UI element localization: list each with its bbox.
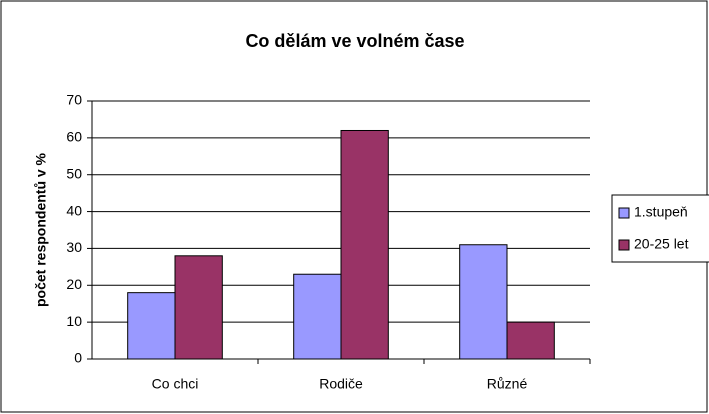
y-tick-label: 10 (66, 313, 82, 329)
x-tick-label: Různé (487, 376, 528, 392)
bar (127, 292, 176, 360)
y-tick-label: 40 (66, 202, 82, 218)
y-axis-label: počet respondentů v % (33, 152, 49, 307)
chart-title: Co dělám ve volném čase (245, 31, 464, 51)
bar (506, 321, 555, 360)
legend-label: 1.stupeň (634, 204, 688, 220)
legend-swatch (618, 207, 630, 219)
legend-box (611, 194, 709, 263)
y-tick-label: 0 (74, 350, 82, 366)
y-tick-label: 70 (66, 92, 82, 108)
y-tick-label: 60 (66, 129, 82, 145)
bar (174, 255, 223, 360)
x-tick-label: Co chci (152, 376, 199, 392)
y-tick-label: 30 (66, 239, 82, 255)
bar (459, 244, 508, 360)
bar (340, 129, 389, 360)
y-tick-label: 20 (66, 276, 82, 292)
legend-swatch (618, 239, 630, 251)
legend-label: 20-25 let (634, 236, 689, 252)
bar (293, 273, 342, 360)
x-tick-label: Rodiče (319, 376, 363, 392)
y-tick-label: 50 (66, 165, 82, 181)
